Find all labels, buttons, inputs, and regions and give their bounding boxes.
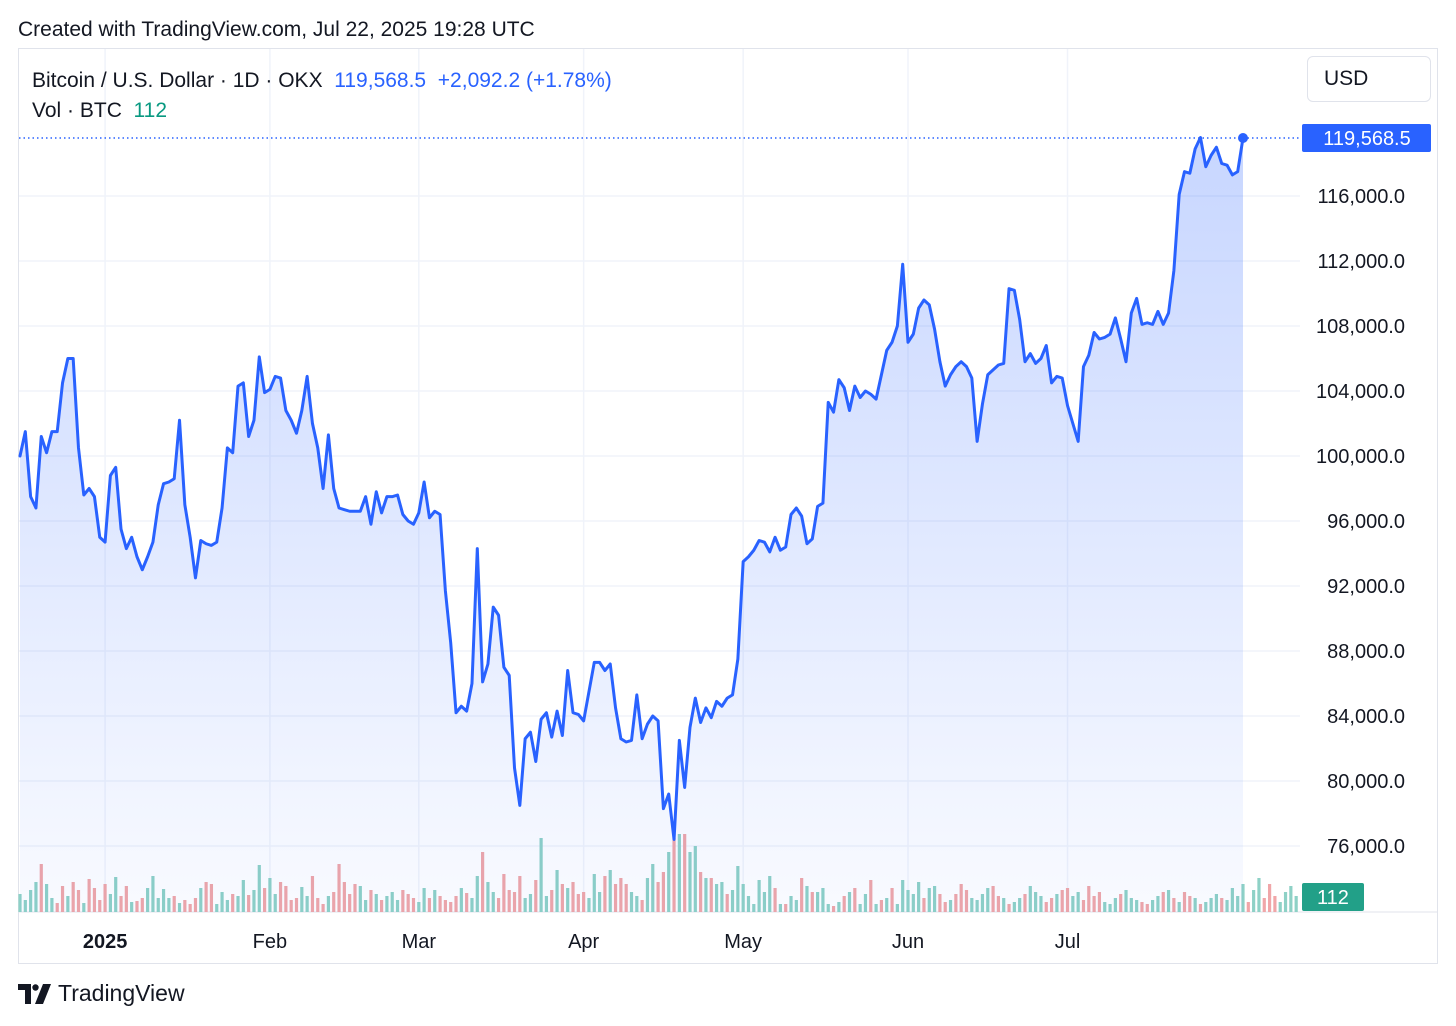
volume-value: 112 bbox=[133, 99, 168, 122]
time-tick-label: 2025 bbox=[83, 931, 128, 953]
tradingview-logo-icon bbox=[18, 983, 51, 1004]
price-change: +2,092.2 (+1.78%) bbox=[437, 69, 612, 92]
chart-header: Created with TradingView.com, Jul 22, 20… bbox=[18, 18, 535, 41]
volume-bar bbox=[1267, 884, 1272, 912]
volume-bar bbox=[1257, 878, 1261, 912]
price-tick-label: 104,000.0 bbox=[1316, 381, 1405, 403]
price-tick-label: 108,000.0 bbox=[1316, 316, 1405, 338]
price-tick-label: 96,000.0 bbox=[1327, 511, 1405, 533]
last-price: 119,568.5 bbox=[334, 69, 427, 92]
price-tick-label: 80,000.0 bbox=[1327, 771, 1405, 793]
tradingview-logo-text: TradingView bbox=[58, 980, 185, 1006]
currency-button[interactable]: USD bbox=[1307, 56, 1431, 102]
volume-label[interactable]: Vol · BTC bbox=[32, 99, 122, 122]
symbol-label[interactable]: Bitcoin / U.S. Dollar · 1D · OKX bbox=[32, 69, 323, 92]
time-tick-label: May bbox=[724, 931, 762, 953]
volume-bar bbox=[1262, 898, 1266, 912]
time-axis[interactable]: 2025 Feb Mar Apr May Jun Jul bbox=[83, 931, 1080, 953]
axis-tags: 119,568.5 112 bbox=[1302, 124, 1431, 911]
price-line bbox=[18, 136, 1245, 841]
time-tick-label: Apr bbox=[568, 931, 599, 953]
time-tick-label: Mar bbox=[402, 931, 437, 953]
chart-legend: Bitcoin / U.S. Dollar · 1D · OKX 119,568… bbox=[32, 66, 612, 126]
price-tick-label: 92,000.0 bbox=[1327, 576, 1405, 598]
time-tick-label: Feb bbox=[253, 931, 287, 953]
price-tick-label: 116,000.0 bbox=[1318, 186, 1406, 208]
tradingview-logo[interactable]: TradingView bbox=[18, 980, 185, 1007]
time-tick-label: Jul bbox=[1055, 931, 1081, 953]
volume-bar bbox=[1246, 902, 1250, 912]
symbol-legend-row: Bitcoin / U.S. Dollar · 1D · OKX 119,568… bbox=[32, 66, 612, 96]
volume-bar bbox=[1289, 886, 1293, 912]
volume-bar bbox=[1278, 902, 1282, 912]
price-area-fill bbox=[20, 137, 1243, 912]
volume-bar bbox=[1273, 896, 1277, 912]
price-axis[interactable]: 116,000.0 112,000.0 108,000.0 104,000.0 100,… bbox=[1316, 186, 1405, 858]
volume-bar bbox=[1252, 890, 1256, 912]
volume-bar bbox=[1294, 896, 1298, 912]
last-price-tag bbox=[1302, 124, 1431, 153]
time-tick-label: Jun bbox=[892, 931, 924, 953]
price-tick-label: 112,000.0 bbox=[1318, 251, 1406, 273]
price-area bbox=[18, 133, 1248, 912]
volume-tag bbox=[1302, 883, 1364, 911]
volume-bar bbox=[1283, 892, 1288, 912]
volume-legend-row: Vol · BTC 112 bbox=[32, 96, 612, 126]
volume-tag-label: 112 bbox=[1317, 887, 1349, 909]
price-tick-label: 88,000.0 bbox=[1327, 641, 1405, 663]
price-tick-label: 100,000.0 bbox=[1316, 446, 1405, 468]
price-tick-label: 84,000.0 bbox=[1327, 706, 1405, 728]
price-tick-label: 76,000.0 bbox=[1327, 836, 1405, 858]
last-price-tag-label: 119,568.5 bbox=[1323, 128, 1411, 150]
